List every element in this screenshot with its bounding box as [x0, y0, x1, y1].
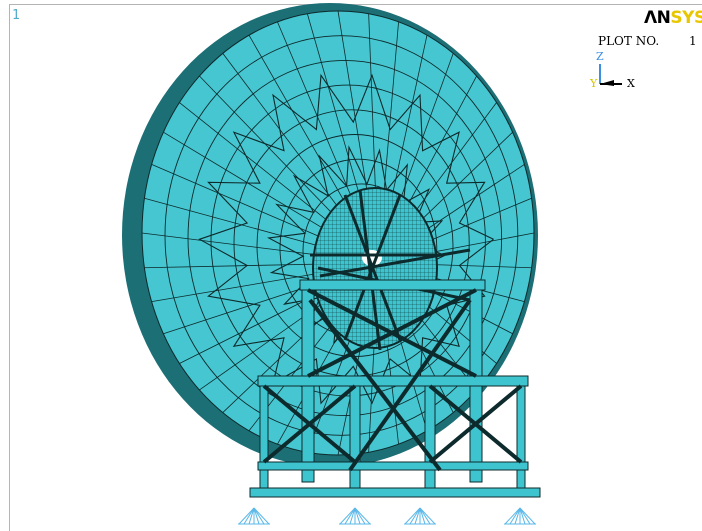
alidade-mount	[249, 279, 541, 498]
window-number: 1	[12, 8, 20, 23]
plot-number-value: 1	[689, 34, 697, 48]
coordinate-triad: Z Y X	[590, 50, 650, 92]
graphics-window-frame	[9, 4, 702, 531]
support-constraints	[238, 507, 536, 525]
triad-x-label: X	[627, 77, 635, 90]
plot-number-label: PLOT NO.	[598, 34, 660, 48]
ansys-logo: ΛNSYS	[644, 8, 702, 28]
triad-z-label: Z	[596, 50, 604, 63]
triad-y-label: Y	[590, 77, 598, 90]
